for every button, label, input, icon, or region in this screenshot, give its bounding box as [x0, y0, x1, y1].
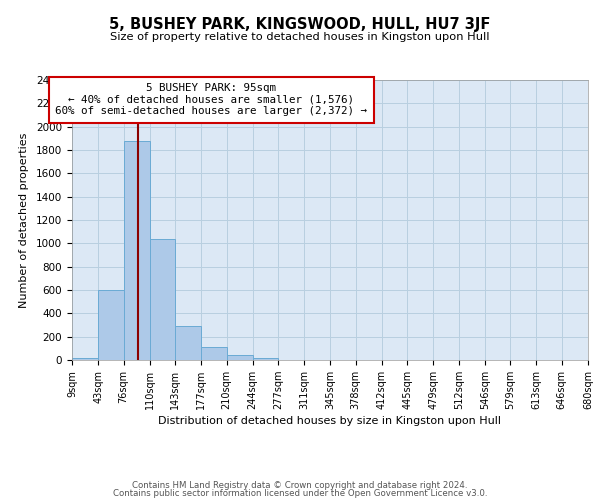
- Bar: [227, 355, 253, 360]
- Text: Size of property relative to detached houses in Kingston upon Hull: Size of property relative to detached ho…: [110, 32, 490, 42]
- Text: 5, BUSHEY PARK, KINGSWOOD, HULL, HU7 3JF: 5, BUSHEY PARK, KINGSWOOD, HULL, HU7 3JF: [109, 18, 491, 32]
- Text: 5 BUSHEY PARK: 95sqm
← 40% of detached houses are smaller (1,576)
60% of semi-de: 5 BUSHEY PARK: 95sqm ← 40% of detached h…: [55, 83, 367, 116]
- X-axis label: Distribution of detached houses by size in Kingston upon Hull: Distribution of detached houses by size …: [158, 416, 502, 426]
- Y-axis label: Number of detached properties: Number of detached properties: [19, 132, 29, 308]
- Text: Contains HM Land Registry data © Crown copyright and database right 2024.: Contains HM Land Registry data © Crown c…: [132, 480, 468, 490]
- Text: Contains public sector information licensed under the Open Government Licence v3: Contains public sector information licen…: [113, 490, 487, 498]
- Bar: [253, 358, 278, 360]
- Bar: [72, 358, 98, 360]
- Bar: [98, 290, 124, 360]
- Bar: [149, 238, 175, 360]
- Bar: [175, 326, 201, 360]
- Bar: [201, 347, 227, 360]
- Bar: [124, 140, 149, 360]
